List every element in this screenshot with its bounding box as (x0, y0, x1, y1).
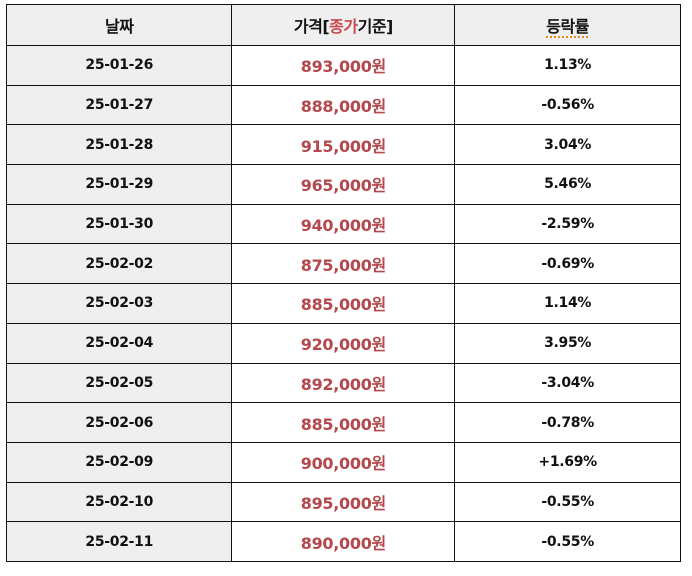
table-row: 25-01-30 940,000원 -2.59% (5, 203, 681, 245)
price-cell: 885,000원 (231, 283, 456, 324)
date-cell: 25-02-02 (5, 243, 233, 285)
rate-cell: -0.55% (454, 481, 681, 523)
date-cell: 25-02-05 (5, 362, 233, 404)
table-row: 25-02-04 920,000원 3.95% (5, 322, 681, 364)
price-cell: 900,000원 (231, 441, 456, 483)
table-row: 25-01-28 915,000원 3.04% (5, 124, 681, 166)
date-cell: 25-01-30 (5, 203, 233, 245)
header-rate: 등락률 (454, 4, 681, 46)
date-cell: 25-02-11 (5, 521, 233, 562)
rate-cell: -0.69% (454, 243, 681, 285)
price-cell: 940,000원 (231, 203, 456, 245)
header-rate-label: 등락률 (546, 17, 589, 36)
price-cell: 888,000원 (231, 84, 456, 126)
header-price-prefix: 가격[ (293, 17, 330, 36)
table-row: 25-02-03 885,000원 1.14% (5, 283, 681, 324)
date-cell: 25-02-10 (5, 481, 233, 523)
price-table: 날짜 가격[종가기준] 등락률 25-01-26 893,000원 1.13% 25-… (5, 4, 681, 562)
header-price-highlight: 종가 (329, 17, 358, 36)
rate-cell: 3.95% (454, 322, 681, 364)
rate-cell: +1.69% (454, 441, 681, 483)
date-cell: 25-01-29 (5, 164, 233, 205)
table-row: 25-01-29 965,000원 5.46% (5, 164, 681, 205)
price-cell: 890,000원 (231, 521, 456, 562)
table-row: 25-02-09 900,000원 +1.69% (5, 441, 681, 483)
table-body: 25-01-26 893,000원 1.13% 25-01-27 888,000원 -0.… (5, 45, 681, 562)
price-cell: 920,000원 (231, 322, 456, 364)
date-cell: 25-02-04 (5, 322, 233, 364)
header-date: 날짜 (5, 4, 233, 46)
header-price: 가격[종가기준] (231, 4, 456, 46)
table-row: 25-02-05 892,000원 -3.04% (5, 362, 681, 404)
date-cell: 25-02-03 (5, 283, 233, 324)
price-cell: 885,000원 (231, 402, 456, 443)
table-row: 25-01-26 893,000원 1.13% (5, 45, 681, 86)
date-cell: 25-01-27 (5, 84, 233, 126)
price-cell: 893,000원 (231, 45, 456, 86)
price-cell: 895,000원 (231, 481, 456, 523)
rate-cell: -2.59% (454, 203, 681, 245)
table-row: 25-02-02 875,000원 -0.69% (5, 243, 681, 285)
rate-cell: 1.13% (454, 45, 681, 86)
rate-cell: -0.78% (454, 402, 681, 443)
rate-cell: -3.04% (454, 362, 681, 404)
date-cell: 25-01-26 (5, 45, 233, 86)
date-cell: 25-01-28 (5, 124, 233, 166)
table-header-row: 날짜 가격[종가기준] 등락률 (5, 4, 681, 46)
rate-cell: 3.04% (454, 124, 681, 166)
date-cell: 25-02-09 (5, 441, 233, 483)
table-row: 25-02-11 890,000원 -0.55% (5, 521, 681, 562)
date-cell: 25-02-06 (5, 402, 233, 443)
rate-cell: -0.55% (454, 521, 681, 562)
header-price-suffix: 기준] (357, 17, 394, 36)
price-cell: 875,000원 (231, 243, 456, 285)
table-row: 25-01-27 888,000원 -0.56% (5, 84, 681, 126)
rate-cell: 1.14% (454, 283, 681, 324)
price-cell: 892,000원 (231, 362, 456, 404)
price-cell: 915,000원 (231, 124, 456, 166)
table-row: 25-02-10 895,000원 -0.55% (5, 481, 681, 523)
rate-cell: 5.46% (454, 164, 681, 205)
rate-cell: -0.56% (454, 84, 681, 126)
table-row: 25-02-06 885,000원 -0.78% (5, 402, 681, 443)
price-cell: 965,000원 (231, 164, 456, 205)
